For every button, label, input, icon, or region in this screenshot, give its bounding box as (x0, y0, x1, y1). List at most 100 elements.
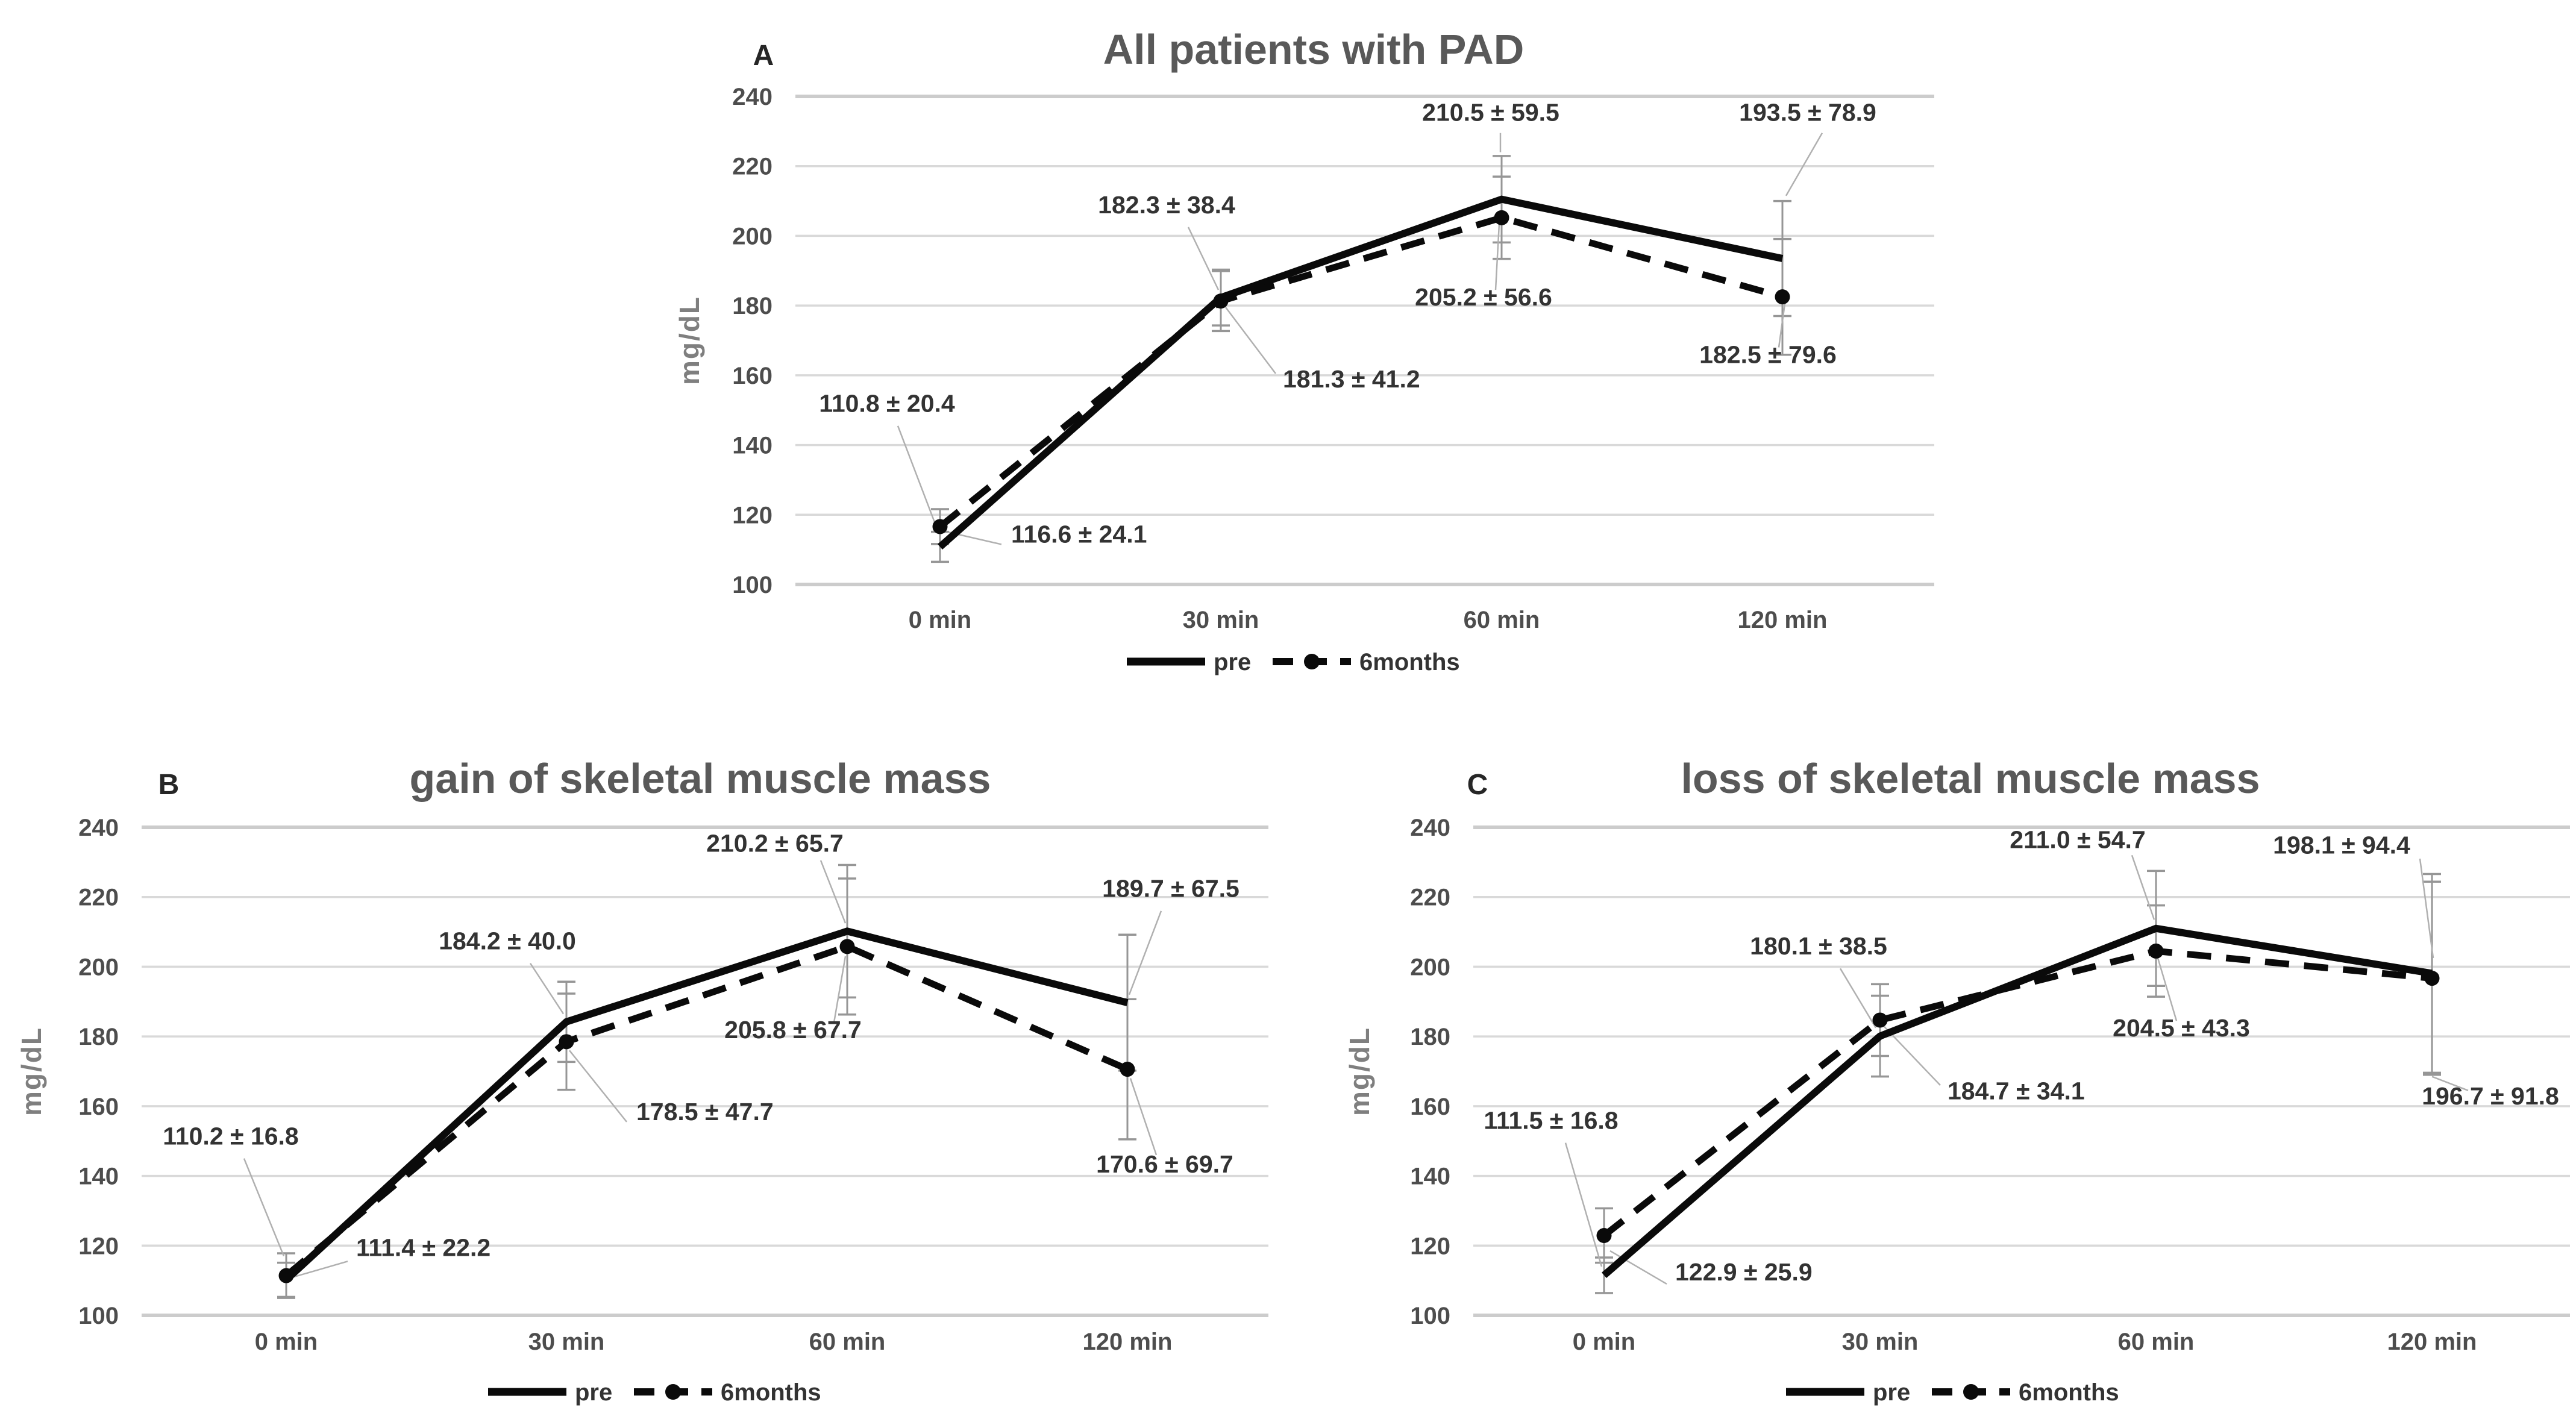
data-label: 210.2 ± 65.7 (706, 830, 844, 857)
y-tick-label: 100 (1410, 1303, 1450, 1329)
data-label: 184.2 ± 40.0 (439, 927, 576, 955)
y-tick-label: 220 (732, 154, 772, 180)
label-leader-line (1128, 910, 1162, 995)
y-tick-label: 240 (1410, 815, 1450, 841)
data-label: 210.5 ± 59.5 (1422, 99, 1559, 127)
legend-label-pre: pre (575, 1379, 612, 1406)
series-marker-6months (1213, 293, 1229, 309)
y-tick-label: 200 (1410, 954, 1450, 980)
legend-label-6months: 6months (2019, 1379, 2119, 1406)
x-tick-label: 120 min (1738, 607, 1828, 633)
data-label: 122.9 ± 25.9 (1675, 1258, 1813, 1286)
data-label: 170.6 ± 69.7 (1096, 1150, 1233, 1178)
data-label: 182.5 ± 79.6 (1699, 341, 1837, 369)
chart-panel-b: 240 220 200 180 160 140 120 100 0 min 30 min 60 mi… (12, 746, 1296, 1419)
y-tick-label: 120 (1410, 1233, 1450, 1259)
panel-letter: A (753, 40, 774, 72)
y-tick-label: 180 (1410, 1024, 1450, 1050)
data-label: 198.1 ± 94.4 (2273, 831, 2410, 859)
y-tick-label: 160 (78, 1094, 119, 1120)
x-tick-label: 0 min (255, 1329, 318, 1355)
chart-a-svg: 240 220 200 180 160 140 120 100 0 min 30 min 60 mi… (674, 26, 1934, 675)
chart-title: gain of skeletal muscle mass (410, 755, 991, 802)
data-label: 211.0 ± 54.7 (2010, 826, 2145, 854)
label-leader-line (569, 1050, 627, 1123)
x-tick-label: 120 min (2387, 1329, 2477, 1355)
panel-letter: B (158, 769, 180, 801)
y-tick-label: 120 (732, 502, 772, 528)
data-label: 116.6 ± 24.1 (1011, 521, 1147, 548)
label-leader-line (1883, 1025, 1941, 1086)
series-marker-6months (1872, 1012, 1888, 1028)
label-leader-line (833, 956, 847, 1023)
series-marker-6months (2424, 971, 2440, 986)
panel-letter: C (1467, 769, 1488, 801)
data-label: 205.8 ± 67.7 (724, 1016, 862, 1044)
label-leader-line (1839, 968, 1877, 1029)
label-leader-line (2431, 1076, 2469, 1091)
data-label: 111.5 ± 16.8 (1484, 1106, 1618, 1134)
y-tick-label: 220 (1410, 885, 1450, 911)
legend-label-pre: pre (1873, 1379, 1910, 1406)
label-leader-line (2157, 957, 2178, 1021)
x-tick-label: 60 min (1464, 607, 1540, 633)
label-leader-line (1494, 224, 1500, 290)
data-label: 182.3 ± 38.4 (1098, 191, 1235, 219)
y-tick-label: 200 (732, 223, 772, 249)
x-tick-label: 30 min (1183, 607, 1259, 633)
chart-title: All patients with PAD (1103, 26, 1525, 73)
label-leader-line (2419, 858, 2434, 959)
series-marker-6months (932, 519, 948, 534)
label-leader-line (293, 1261, 348, 1278)
data-label: 178.5 ± 47.7 (636, 1098, 774, 1126)
y-tick-label: 140 (1410, 1164, 1450, 1190)
y-tick-label: 200 (78, 954, 119, 980)
label-leader-line (243, 1158, 285, 1257)
data-label: 110.8 ± 20.4 (819, 390, 955, 418)
series-line-6months (284, 942, 1129, 1279)
data-label: 196.7 ± 91.8 (2422, 1082, 2559, 1110)
y-tick-label: 120 (78, 1233, 119, 1259)
y-tick-label: 240 (78, 815, 119, 841)
series-marker-6months (559, 1034, 574, 1050)
data-label: 189.7 ± 67.5 (1102, 875, 1239, 903)
legend-marker-dot (1963, 1384, 1979, 1400)
x-tick-label: 60 min (809, 1329, 886, 1355)
label-leader-line (1564, 1142, 1603, 1267)
x-tick-label: 120 min (1083, 1329, 1173, 1355)
y-tick-label: 160 (1410, 1094, 1450, 1120)
x-tick-label: 30 min (1842, 1329, 1919, 1355)
label-leader-line (1778, 304, 1786, 348)
data-label: 193.5 ± 78.9 (1739, 99, 1876, 127)
chart-title: loss of skeletal muscle mass (1681, 755, 2260, 802)
label-leader-line (1225, 307, 1276, 374)
legend-label-pre: pre (1214, 649, 1251, 675)
y-tick-label: 140 (732, 433, 772, 459)
label-leader-line (1785, 133, 1823, 196)
label-leader-line (1187, 227, 1220, 290)
legend-marker-dot (1304, 654, 1320, 669)
series-marker-6months (1120, 1062, 1135, 1077)
label-leader-line (897, 425, 938, 527)
y-tick-label: 140 (78, 1164, 119, 1190)
data-label: 180.1 ± 38.5 (1750, 932, 1887, 960)
series-line-6months (938, 214, 1784, 530)
series-marker-6months (1775, 289, 1790, 305)
y-tick-label: 180 (732, 293, 772, 319)
label-leader-line (1609, 1250, 1667, 1285)
data-label: 184.7 ± 34.1 (1948, 1077, 2085, 1104)
series-marker-6months (2148, 943, 2164, 959)
y-tick-label: 160 (732, 363, 772, 389)
x-tick-label: 0 min (909, 607, 971, 633)
label-leader-line (529, 962, 565, 1015)
y-axis-label: mg/dL (674, 296, 705, 385)
series-marker-6months (1596, 1228, 1612, 1244)
label-leader-line (1129, 1078, 1158, 1156)
legend-label-6months: 6months (721, 1379, 821, 1406)
x-tick-label: 60 min (2118, 1329, 2195, 1355)
chart-panel-c: 240 220 200 180 160 140 120 100 0 min 30 min 60 mi… (1332, 746, 2576, 1419)
label-leader-line (2131, 854, 2155, 920)
chart-panel-a: 240 220 200 180 160 140 120 100 0 min 30 min 60 mi… (639, 0, 1995, 705)
x-tick-label: 0 min (1573, 1329, 1635, 1355)
